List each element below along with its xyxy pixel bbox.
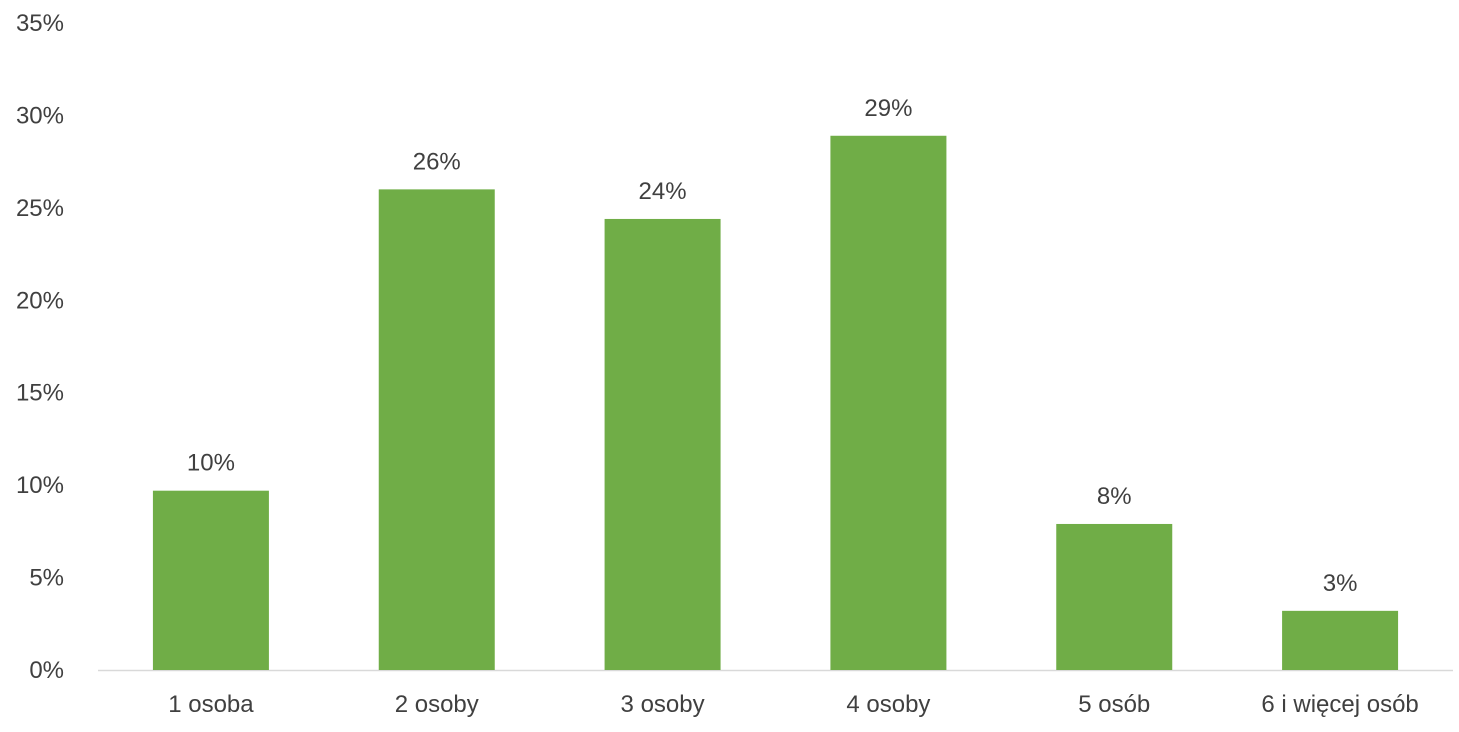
category-label: 4 osoby [846,691,930,718]
category-label: 2 osoby [395,691,479,718]
y-axis-ticks: 0% 5% 10% 15% 20% 25% 30% 35% [16,10,64,684]
data-labels-group: 10% 26% 24% 29% 8% 3% [187,95,1358,597]
bar-data-label: 8% [1097,483,1132,510]
bar-data-label: 10% [187,450,235,477]
category-label: 5 osób [1078,691,1150,718]
category-label: 6 i więcej osób [1261,691,1418,718]
y-tick-label: 0% [29,657,64,684]
y-tick-label: 25% [16,195,64,222]
bar [1282,610,1399,670]
bars-group [152,135,1399,670]
bar [152,490,269,670]
bar-data-label: 24% [639,178,687,205]
bar [378,189,495,670]
y-tick-label: 35% [16,10,64,37]
bar-data-label: 3% [1323,570,1358,597]
bar [604,218,721,670]
bar [830,135,947,670]
bar-data-label: 26% [413,148,461,175]
y-tick-label: 30% [16,102,64,129]
y-tick-label: 15% [16,380,64,407]
category-labels-group: 1 osoba 2 osoby 3 osoby 4 osoby 5 osób 6 i wi… [168,691,1419,718]
category-label: 1 osoba [168,691,254,718]
category-label: 3 osoby [621,691,705,718]
bar-data-label: 29% [864,95,912,122]
bar [1056,523,1173,670]
y-tick-label: 5% [29,565,64,592]
y-tick-label: 20% [16,287,64,314]
y-tick-label: 10% [16,472,64,499]
